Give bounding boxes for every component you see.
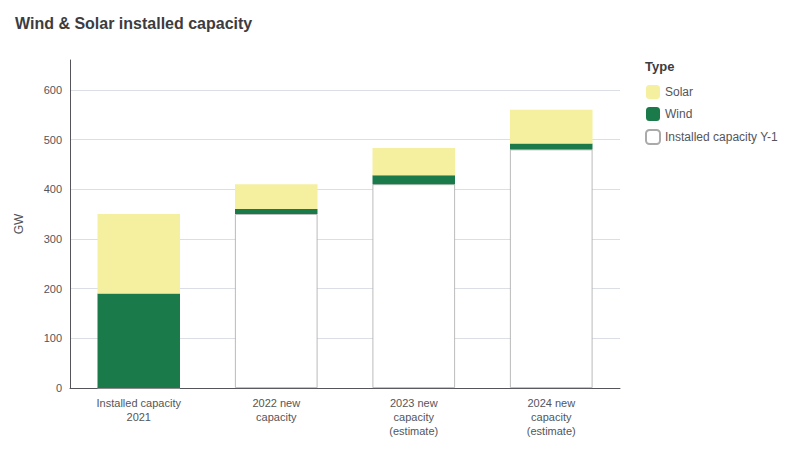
- svg-text:2021: 2021: [127, 411, 151, 423]
- svg-text:500: 500: [44, 134, 62, 146]
- svg-text:Wind & Solar installed capacit: Wind & Solar installed capacity: [15, 15, 252, 32]
- svg-text:0: 0: [56, 382, 62, 394]
- svg-text:2024 new: 2024 new: [527, 397, 575, 409]
- svg-text:2023 new: 2023 new: [390, 397, 438, 409]
- svg-text:(estimate): (estimate): [527, 425, 576, 437]
- svg-text:2022 new: 2022 new: [252, 397, 300, 409]
- svg-text:GW: GW: [12, 213, 26, 234]
- svg-text:capacity: capacity: [256, 411, 297, 423]
- svg-text:300: 300: [44, 233, 62, 245]
- svg-text:Installed capacity: Installed capacity: [97, 397, 182, 409]
- svg-text:Installed capacity Y-1: Installed capacity Y-1: [665, 130, 778, 144]
- svg-text:capacity: capacity: [531, 411, 572, 423]
- svg-text:100: 100: [44, 332, 62, 344]
- svg-text:200: 200: [44, 283, 62, 295]
- svg-text:Solar: Solar: [665, 85, 693, 99]
- svg-text:(estimate): (estimate): [389, 425, 438, 437]
- svg-text:capacity: capacity: [394, 411, 435, 423]
- svg-text:600: 600: [44, 84, 62, 96]
- svg-text:Type: Type: [645, 59, 674, 74]
- svg-text:Wind: Wind: [665, 107, 692, 121]
- svg-text:400: 400: [44, 183, 62, 195]
